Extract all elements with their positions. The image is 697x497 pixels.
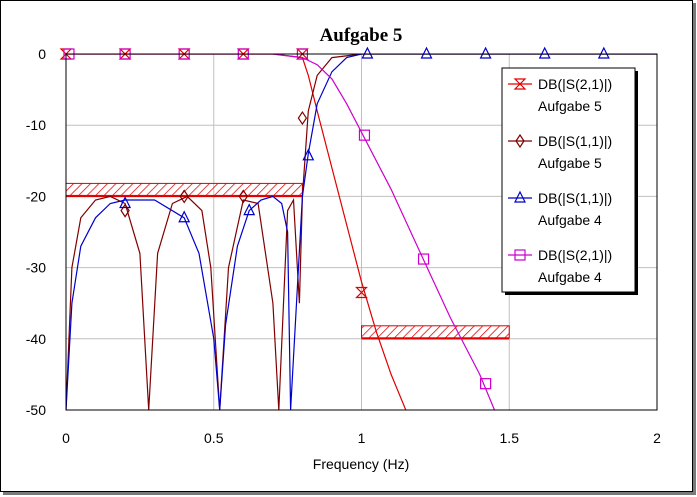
series-4-marker [417,253,430,265]
series-2-marker [120,203,130,218]
series-3-marker [420,46,433,59]
series-3-marker [119,196,132,209]
x-tick-label: 0.5 [204,430,224,446]
x-tick-label: 1 [358,430,366,446]
legend-swatch-marker [515,133,525,149]
series-2-marker [297,110,308,126]
legend-entry-name: DB(|S(2,1)|) [538,76,612,92]
series-1-marker [355,286,368,299]
x-tick-label: 1.5 [500,430,520,446]
series-4-marker [480,378,492,390]
series-line-4 [66,54,496,410]
legend-swatch-marker [513,78,527,90]
series-3-marker [178,210,191,223]
y-tick-label: -10 [26,117,46,133]
series-3-marker [302,148,315,161]
y-tick-label: 0 [38,46,46,62]
plot-border [65,53,658,411]
series-4-marker [358,129,371,141]
x-tick-label: 2 [653,430,661,446]
legend-swatch-marker [514,249,526,261]
legend-entry-sub: Aufgabe 5 [538,155,602,171]
series-markers [59,46,610,390]
spec-mask-hatch [361,325,510,339]
tick-labels: 0 0.5 1 1.5 2 0 -10 -20 -30 -40 -50 [26,46,661,446]
y-tick-label: -20 [26,188,46,204]
x-tick-label: 0 [62,430,70,446]
y-tick-label: -30 [26,260,46,276]
legend-entry-sub: Aufgabe 4 [538,269,602,285]
series-3-marker [243,203,256,216]
series-2-marker [238,189,249,204]
series-3-marker [361,46,374,59]
chart-title: Aufgabe 5 [320,25,403,46]
y-tick-label: -50 [26,402,46,418]
series-3-marker [538,46,551,59]
series-3-marker [597,46,610,59]
legend-entry-sub: Aufgabe 4 [538,212,602,228]
legend-swatch-marker [514,190,526,203]
series-2-marker [179,189,189,204]
y-tick-label: -40 [26,331,46,347]
legend-entry-name: DB(|S(1,1)|) [538,133,612,149]
legend: DB(|S(2,1)|) Aufgabe 5 DB(|S(1,1)|) Aufgabe… [501,67,638,295]
series-3-marker [479,46,492,59]
x-axis-label: Frequency (Hz) [313,456,409,472]
legend-entry-sub: Aufgabe 5 [538,98,602,114]
series-line-3 [66,54,657,410]
legend-entry-name: DB(|S(2,1)|) [538,247,612,263]
legend-entry-name: DB(|S(1,1)|) [538,190,612,206]
